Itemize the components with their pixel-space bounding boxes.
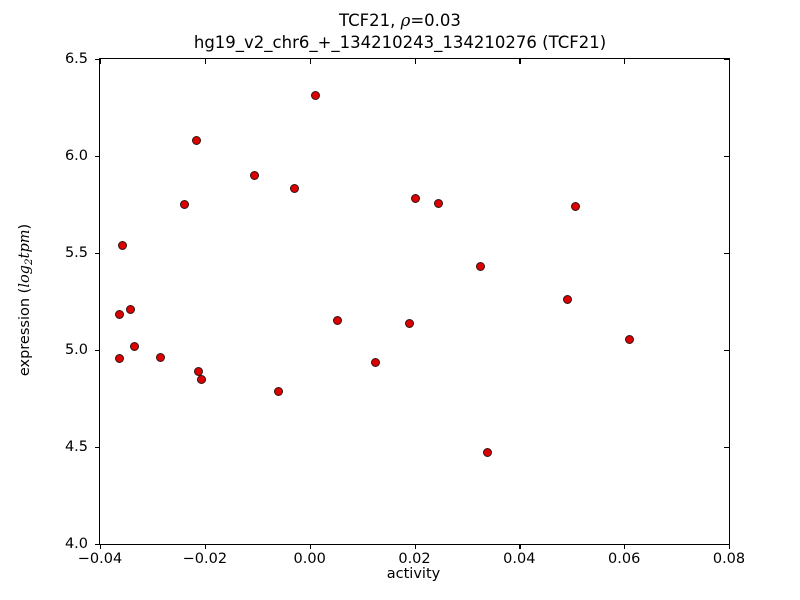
- scatter-point: [114, 354, 124, 364]
- title-gene-label: TCF21,: [339, 11, 401, 30]
- scatter-point: [476, 262, 486, 272]
- y-axis-tick: [95, 447, 100, 449]
- x-axis-tick-label: 0.04: [503, 551, 536, 567]
- x-axis-tick-top: [100, 59, 102, 64]
- scatter-point: [125, 304, 135, 314]
- y-axis-tick-label: 5.5: [64, 245, 88, 261]
- y-axis-tick-label: 4.0: [64, 536, 88, 552]
- scatter-point: [197, 374, 207, 384]
- y-axis-tick-label: 4.5: [64, 439, 88, 455]
- y-axis-tick-right: [724, 156, 729, 158]
- x-axis-tick: [204, 544, 207, 549]
- y-axis-tick-right: [724, 253, 729, 255]
- scatter-point: [433, 199, 443, 209]
- x-axis-tick: [100, 544, 102, 549]
- x-axis-tick-label: 0.00: [293, 551, 326, 567]
- scatter-point: [117, 240, 127, 250]
- scatter-point: [570, 201, 580, 211]
- y-axis-tick-label: 6.5: [64, 51, 88, 67]
- y-axis-tick-right: [724, 447, 729, 449]
- x-axis-label: activity: [386, 566, 441, 582]
- chart-title-line-2: hg19_v2_chr6_+_134210243_134210276 (TCF2…: [193, 33, 607, 52]
- scatter-point: [180, 200, 190, 209]
- scatter-point: [155, 353, 165, 363]
- scatter-point: [405, 319, 415, 329]
- scatter-point: [332, 316, 342, 326]
- chart-title: TCF21, ρ=0.03 hg19_v2_chr6_+_134210243_1…: [0, 10, 800, 54]
- y-axis-tick-right: [724, 350, 729, 352]
- rho-symbol: ρ: [400, 11, 411, 30]
- x-axis-tick: [414, 544, 416, 549]
- y-axis-tick-label: 5.0: [64, 342, 88, 358]
- y-axis-tick: [95, 156, 100, 158]
- y-axis-label: expression (log2tpm): [17, 224, 35, 376]
- y-axis-label-suffix: ): [17, 223, 34, 230]
- y-axis-label-prefix: expression (: [17, 287, 34, 377]
- scatter-point: [192, 135, 202, 145]
- x-axis-tick-label: 0.08: [712, 551, 746, 567]
- x-axis-tick-top: [309, 59, 311, 64]
- rho-value: =0.03: [410, 11, 461, 30]
- y-axis-tick: [95, 253, 100, 255]
- x-axis-tick-top: [729, 59, 731, 64]
- scatter-point: [249, 170, 259, 180]
- y-axis-tick: [95, 350, 100, 352]
- x-axis-tick-top: [624, 59, 626, 64]
- x-axis-tick: [309, 544, 311, 549]
- chart-title-line-1: TCF21, ρ=0.03: [0, 10, 800, 32]
- plot-axes: −0.04 −0.02 0.00 0.02 0.04 0.06 0.08 4.0 4.5 5.0 5…: [65, 51, 745, 567]
- x-axis-tick: [729, 544, 731, 549]
- scatter-point: [129, 341, 139, 351]
- y-axis-label-log: log: [17, 265, 34, 288]
- y-axis-label-unit: tpm: [17, 229, 34, 259]
- x-axis-tick-top: [519, 59, 521, 64]
- plot-data-area: [100, 59, 729, 544]
- scatter-point: [410, 194, 420, 204]
- y-axis-label-subscript: 2: [22, 258, 35, 266]
- x-axis-tick-top: [204, 59, 207, 64]
- y-axis-tick: [95, 544, 100, 546]
- x-axis-tick-label: −0.02: [182, 551, 228, 567]
- scatter-point: [289, 184, 299, 194]
- scatter-point: [563, 295, 573, 305]
- x-axis-tick-label: −0.04: [77, 551, 123, 567]
- y-axis-tick-right: [724, 544, 729, 546]
- scatter-point: [482, 448, 492, 458]
- x-axis-tick-top: [414, 59, 416, 64]
- y-axis-tick-right: [724, 59, 729, 61]
- scatter-point: [273, 387, 283, 397]
- scatter-point: [115, 309, 125, 319]
- x-axis-tick-label: 0.02: [398, 551, 431, 567]
- scatter-point: [311, 91, 321, 101]
- scatter-point: [371, 358, 381, 368]
- x-axis-tick-label: 0.06: [608, 551, 641, 567]
- scatter-point: [625, 334, 635, 344]
- y-axis-tick-label: 6.0: [64, 148, 88, 164]
- y-axis-tick: [95, 59, 100, 61]
- x-axis-tick: [624, 544, 626, 549]
- x-axis-tick: [519, 544, 521, 549]
